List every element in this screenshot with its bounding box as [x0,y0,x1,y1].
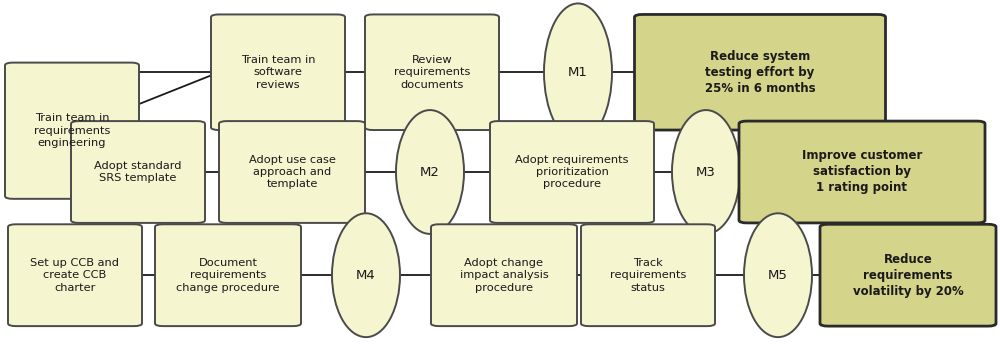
Text: Train team in
software
reviews: Train team in software reviews [241,55,315,90]
FancyBboxPatch shape [211,14,345,130]
Text: Reduce system
testing effort by
25% in 6 months: Reduce system testing effort by 25% in 6… [705,50,815,95]
FancyBboxPatch shape [219,121,365,223]
Text: Track
requirements
status: Track requirements status [610,258,686,293]
Text: Improve customer
satisfaction by
1 rating point: Improve customer satisfaction by 1 ratin… [802,150,922,194]
Ellipse shape [672,110,740,234]
Ellipse shape [332,213,400,337]
Text: Document
requirements
change procedure: Document requirements change procedure [176,258,280,293]
FancyBboxPatch shape [820,224,996,326]
Text: M5: M5 [768,269,788,282]
FancyBboxPatch shape [8,224,142,326]
Text: Adopt requirements
prioritization
procedure: Adopt requirements prioritization proced… [515,154,629,190]
FancyBboxPatch shape [71,121,205,223]
FancyBboxPatch shape [155,224,301,326]
Text: Set up CCB and
create CCB
charter: Set up CCB and create CCB charter [30,258,120,293]
FancyBboxPatch shape [5,63,139,199]
FancyBboxPatch shape [490,121,654,223]
FancyBboxPatch shape [739,121,985,223]
Text: M4: M4 [356,269,376,282]
Text: Review
requirements
documents: Review requirements documents [394,55,470,90]
Text: Adopt use case
approach and
template: Adopt use case approach and template [249,154,335,190]
Ellipse shape [744,213,812,337]
Text: Train team in
requirements
engineering: Train team in requirements engineering [34,113,110,148]
FancyBboxPatch shape [431,224,577,326]
Text: M2: M2 [420,165,440,179]
Ellipse shape [396,110,464,234]
Text: Adopt standard
SRS template: Adopt standard SRS template [94,161,182,183]
FancyBboxPatch shape [635,14,886,130]
Text: M1: M1 [568,66,588,79]
Text: Adopt change
impact analysis
procedure: Adopt change impact analysis procedure [460,258,548,293]
Ellipse shape [544,3,612,141]
FancyBboxPatch shape [365,14,499,130]
FancyBboxPatch shape [581,224,715,326]
Text: Reduce
requirements
volatility by 20%: Reduce requirements volatility by 20% [853,253,963,298]
Text: M3: M3 [696,165,716,179]
